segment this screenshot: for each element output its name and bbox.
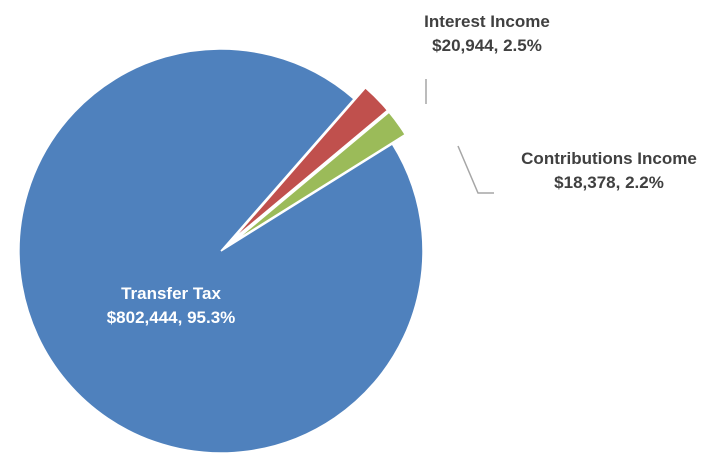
data-label-value: $20,944, 2.5% [432, 36, 542, 55]
data-label-contributions-income: Contributions Income $18,378, 2.2% [521, 149, 697, 192]
pie-slice-contributions-income [233, 111, 407, 243]
pie-slices [18, 48, 424, 454]
pie-slice-transfer-tax [18, 48, 424, 454]
pie-slice-interest-income [231, 86, 389, 241]
data-label-name: Interest Income [424, 12, 550, 31]
data-label-transfer-tax: Transfer Tax $802,444, 95.3% [107, 284, 236, 327]
data-label-value: $802,444, 95.3% [107, 308, 236, 327]
data-label-name: Contributions Income [521, 149, 697, 168]
leader-line-contributions-income [457, 145, 494, 194]
data-label-interest-income: Interest Income $20,944, 2.5% [424, 12, 550, 55]
leader-lines [425, 79, 494, 194]
data-label-name: Transfer Tax [121, 284, 221, 303]
data-label-value: $18,378, 2.2% [554, 173, 664, 192]
data-labels: Transfer Tax $802,444, 95.3% Interest Inco… [107, 12, 697, 327]
